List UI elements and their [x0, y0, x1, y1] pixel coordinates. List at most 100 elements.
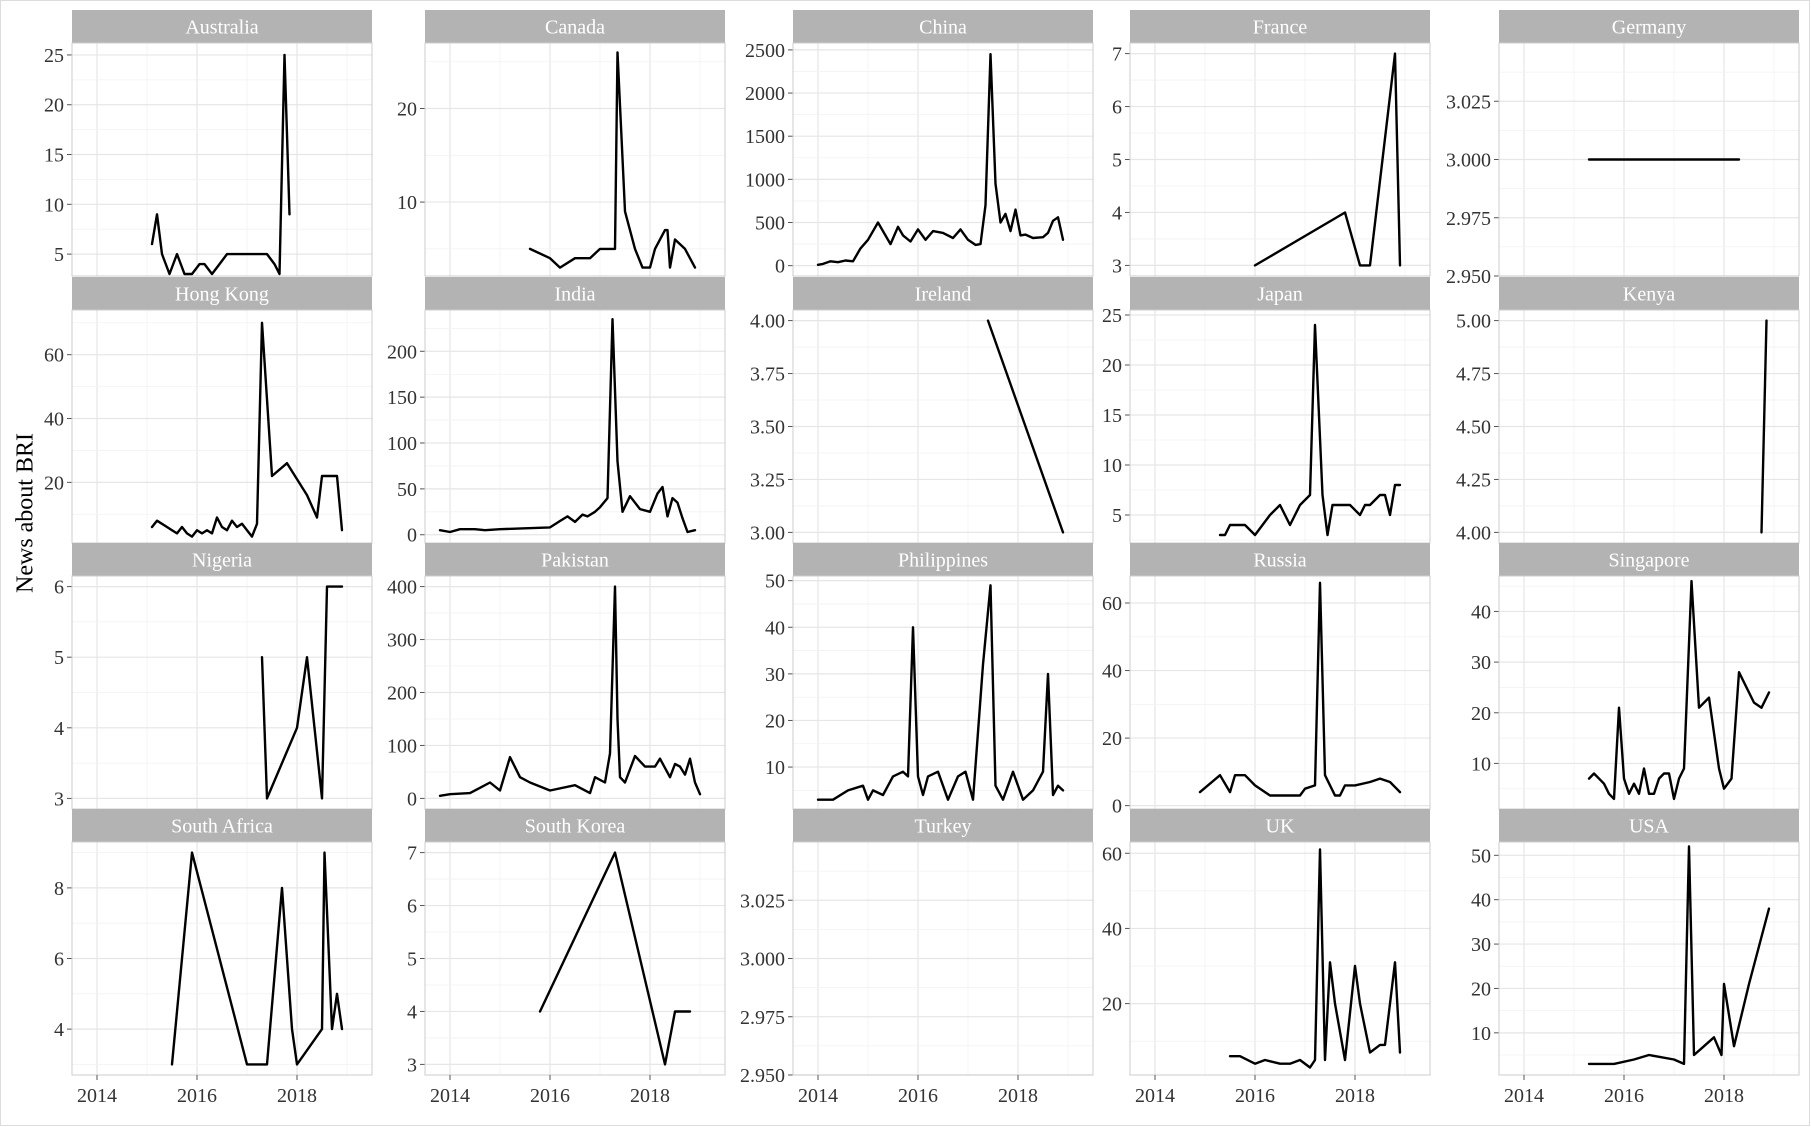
panel-title-india: India — [554, 284, 595, 306]
y-tick-label-australia: 10 — [44, 194, 64, 216]
panel-title-uk: UK — [1266, 816, 1295, 838]
panel-border-south-korea — [424, 841, 726, 1076]
series-line-south-africa — [170, 851, 344, 1066]
panel-strip-turkey — [793, 809, 1093, 842]
panel-title-nigeria: Nigeria — [192, 550, 252, 572]
y-tick-label-russia: 60 — [1102, 593, 1122, 615]
panel-strip-australia — [72, 10, 372, 43]
y-tick-label-uk: 20 — [1102, 994, 1122, 1016]
y-tick-label-south-africa: 6 — [54, 949, 64, 971]
panel-plot-hong-kong — [72, 310, 372, 543]
y-tick-label-pakistan: 300 — [387, 630, 417, 652]
y-tick-label-france: 6 — [1112, 97, 1122, 119]
panel-strip-usa — [1499, 809, 1799, 842]
series-line-france — [1253, 52, 1402, 267]
y-tick-label-canada: 10 — [397, 192, 417, 214]
panel-border-china — [792, 42, 1094, 277]
x-tick-label-usa: 2014 — [1504, 1085, 1544, 1107]
y-tick-label-uk: 40 — [1102, 918, 1122, 940]
panel-border-germany — [1498, 42, 1800, 277]
panel-plot-china — [793, 43, 1093, 276]
y-tick-label-hong-kong: 40 — [44, 409, 64, 431]
x-tick-label-uk: 2018 — [1335, 1085, 1375, 1107]
panel-title-russia: Russia — [1253, 550, 1306, 572]
y-tick-label-france: 3 — [1112, 255, 1122, 277]
y-tick-label-russia: 40 — [1102, 661, 1122, 683]
series-line-usa — [1587, 845, 1771, 1066]
series-line-pakistan — [438, 585, 702, 797]
y-tick-label-hong-kong: 60 — [44, 345, 64, 367]
panel-strip-south-africa — [72, 809, 372, 842]
panel-title-hong-kong: Hong Kong — [175, 284, 269, 306]
panel-strip-uk — [1130, 809, 1430, 842]
panel-plot-australia — [72, 43, 372, 276]
panel-title-france: France — [1253, 17, 1308, 39]
panel-strip-canada — [425, 10, 725, 43]
panel-border-uk — [1129, 841, 1431, 1076]
y-tick-label-india: 100 — [387, 433, 417, 455]
panel-title-south-africa: South Africa — [171, 816, 273, 838]
panel-title-ireland: Ireland — [915, 284, 972, 306]
y-tick-label-ireland: 3.00 — [750, 522, 785, 544]
y-tick-label-india: 50 — [397, 479, 417, 501]
x-tick-label-turkey: 2014 — [798, 1085, 838, 1107]
y-tick-label-pakistan: 200 — [387, 683, 417, 705]
y-tick-label-south-korea: 6 — [407, 896, 417, 918]
x-tick-label-south-africa: 2018 — [277, 1085, 317, 1107]
panel-title-australia: Australia — [185, 17, 258, 39]
x-tick-label-uk: 2016 — [1235, 1085, 1275, 1107]
y-tick-label-south-africa: 4 — [54, 1019, 64, 1041]
y-tick-label-india: 200 — [387, 341, 417, 363]
y-tick-label-japan: 25 — [1102, 305, 1122, 327]
y-tick-label-germany: 2.975 — [1446, 208, 1491, 230]
panel-title-pakistan: Pakistan — [541, 550, 609, 572]
series-line-kenya — [1760, 319, 1768, 534]
y-tick-label-france: 4 — [1112, 202, 1122, 224]
y-tick-label-kenya: 4.75 — [1456, 364, 1491, 386]
y-tick-label-philippines: 10 — [765, 757, 785, 779]
panel-border-australia — [71, 42, 373, 277]
y-tick-label-france: 7 — [1112, 44, 1122, 66]
y-tick-label-ireland: 3.50 — [750, 417, 785, 439]
y-tick-label-kenya: 5.00 — [1456, 311, 1491, 333]
panel-strip-nigeria — [72, 543, 372, 576]
y-tick-label-kenya: 4.50 — [1456, 417, 1491, 439]
series-line-nigeria — [260, 585, 344, 800]
x-tick-label-south-africa: 2016 — [177, 1085, 217, 1107]
panel-border-canada — [424, 42, 726, 277]
y-tick-label-australia: 25 — [44, 45, 64, 67]
series-line-south-korea — [538, 851, 692, 1066]
y-tick-label-japan: 5 — [1112, 505, 1122, 527]
y-tick-label-nigeria: 4 — [54, 718, 64, 740]
panel-strip-hong-kong — [72, 277, 372, 310]
y-tick-label-france: 5 — [1112, 150, 1122, 172]
y-tick-label-south-korea: 5 — [407, 949, 417, 971]
y-tick-label-china: 0 — [775, 256, 785, 278]
panel-plot-uk — [1130, 842, 1430, 1075]
panel-title-turkey: Turkey — [914, 816, 971, 838]
series-line-canada — [528, 51, 697, 269]
y-tick-label-ireland: 4.00 — [750, 311, 785, 333]
y-tick-label-kenya: 4.25 — [1456, 469, 1491, 491]
y-tick-label-germany: 2.950 — [1446, 266, 1491, 288]
y-tick-label-hong-kong: 20 — [44, 472, 64, 494]
panel-strip-france — [1130, 10, 1430, 43]
y-tick-label-india: 150 — [387, 387, 417, 409]
panel-title-usa: USA — [1629, 816, 1670, 838]
y-tick-label-south-korea: 7 — [407, 843, 417, 865]
panel-border-south-africa — [71, 841, 373, 1076]
panel-plot-usa — [1499, 842, 1799, 1075]
panel-strip-china — [793, 10, 1093, 43]
panel-plot-india — [425, 310, 725, 543]
series-line-ireland — [986, 319, 1065, 534]
x-tick-label-south-africa: 2014 — [77, 1085, 117, 1107]
panel-strip-kenya — [1499, 277, 1799, 310]
series-line-russia — [1198, 581, 1402, 797]
y-tick-label-singapore: 10 — [1471, 753, 1491, 775]
x-tick-label-usa: 2018 — [1704, 1085, 1744, 1107]
y-tick-label-nigeria: 3 — [54, 788, 64, 810]
panel-strip-germany — [1499, 10, 1799, 43]
y-tick-label-canada: 20 — [397, 99, 417, 121]
y-tick-label-australia: 15 — [44, 145, 64, 167]
